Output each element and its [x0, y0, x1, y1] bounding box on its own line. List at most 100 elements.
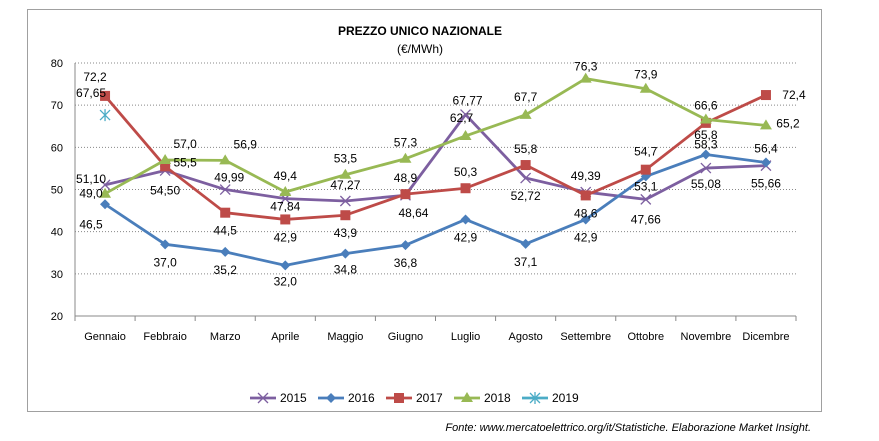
square-marker — [760, 90, 771, 101]
x-marker — [99, 179, 111, 191]
triangle-marker — [579, 72, 592, 83]
data-label: 54,50 — [150, 184, 180, 198]
chart-frame — [27, 9, 822, 412]
data-label: 32,0 — [274, 274, 298, 288]
data-label: 47,66 — [631, 212, 661, 226]
triangle-marker — [759, 119, 772, 130]
data-label: 34,8 — [334, 263, 358, 277]
square-marker — [580, 190, 591, 201]
data-label: 44,5 — [214, 224, 238, 238]
square-marker — [340, 210, 351, 221]
data-label: 56,4 — [754, 142, 778, 156]
square-marker — [400, 189, 411, 200]
square-marker — [100, 90, 111, 101]
diamond-marker — [160, 239, 171, 250]
legend-label: 2017 — [416, 391, 443, 405]
square-marker — [220, 207, 231, 218]
triangle-marker — [519, 108, 532, 119]
diamond-marker — [100, 199, 111, 210]
data-label: 53,5 — [334, 152, 358, 166]
x-tick-label: Aprile — [271, 331, 299, 343]
data-label: 55,5 — [173, 155, 197, 169]
triangle-marker — [459, 129, 472, 140]
legend-label: 2019 — [552, 391, 579, 405]
data-label: 53,1 — [634, 179, 658, 193]
diamond-marker — [400, 240, 411, 251]
data-label: 67,7 — [514, 90, 538, 104]
x-tick-label: Gennaio — [84, 331, 126, 343]
data-label: 58,3 — [694, 138, 718, 152]
data-label: 56,9 — [234, 137, 258, 151]
diamond-marker — [460, 214, 471, 225]
x-marker — [219, 184, 231, 196]
data-label: 73,9 — [634, 68, 658, 82]
x-tick-label: Novembre — [681, 331, 732, 343]
data-label: 47,84 — [270, 200, 300, 214]
triangle-marker — [159, 153, 172, 164]
data-label: 49,39 — [571, 169, 601, 183]
data-label: 52,72 — [511, 189, 541, 203]
data-label: 55,08 — [691, 177, 721, 191]
legend-label: 2015 — [280, 391, 307, 405]
triangle-marker — [461, 392, 473, 402]
data-label: 47,27 — [330, 178, 360, 192]
data-label: 42,9 — [274, 230, 298, 244]
x-marker — [339, 195, 351, 207]
x-marker — [257, 392, 269, 404]
x-tick-label: Maggio — [327, 331, 363, 343]
data-label: 42,9 — [454, 230, 478, 244]
data-label: 48,64 — [398, 206, 428, 220]
y-tick-label: 60 — [51, 142, 63, 154]
x-tick-label: Luglio — [451, 331, 480, 343]
data-label: 76,3 — [574, 60, 598, 74]
data-label: 65,2 — [776, 116, 800, 130]
diamond-marker — [760, 157, 771, 168]
series-line-2015 — [104, 113, 767, 203]
x-tick-label: Agosto — [509, 331, 543, 343]
series-line-2016 — [104, 153, 767, 267]
series-line-2017 — [103, 93, 767, 221]
data-label: 36,8 — [394, 256, 418, 270]
data-label: 48,9 — [394, 171, 418, 185]
y-tick-label: 80 — [51, 58, 63, 70]
chart-subtitle: (€/MWh) — [397, 42, 443, 56]
legend-label: 2018 — [484, 391, 511, 405]
square-marker — [160, 161, 171, 172]
data-label: 35,2 — [214, 263, 238, 277]
data-label: 43,9 — [334, 226, 358, 240]
data-label: 72,4 — [782, 88, 806, 102]
data-label: 57,3 — [394, 136, 418, 150]
data-label: 42,9 — [574, 230, 598, 244]
data-label: 62,7 — [450, 111, 474, 125]
legend-label: 2016 — [348, 391, 375, 405]
data-label: 55,66 — [751, 177, 781, 191]
x-marker — [520, 172, 532, 184]
x-tick-label: Ottobre — [627, 331, 664, 343]
data-label: 48,6 — [574, 206, 598, 220]
square-marker — [394, 393, 404, 403]
data-label: 49,4 — [274, 169, 298, 183]
data-label: 50,3 — [454, 165, 478, 179]
data-label: 65,8 — [694, 128, 718, 142]
x-marker — [640, 193, 652, 205]
x-tick-label: Giugno — [388, 331, 423, 343]
triangle-marker — [699, 113, 712, 124]
x-tick-label: Settembre — [560, 331, 611, 343]
data-label: 66,6 — [694, 99, 718, 113]
diamond-marker — [326, 393, 336, 403]
data-label: 49,0 — [79, 187, 103, 201]
y-tick-label: 50 — [51, 185, 63, 197]
data-label: 55,8 — [514, 142, 538, 156]
diamond-marker — [220, 246, 231, 257]
x-tick-label: Marzo — [210, 331, 241, 343]
diamond-marker — [280, 260, 291, 271]
triangle-marker — [219, 154, 232, 165]
x-tick-label: Dicembre — [742, 331, 789, 343]
asterisk-marker — [529, 392, 541, 404]
triangle-marker — [279, 186, 292, 197]
y-tick-label: 30 — [51, 269, 63, 281]
x-marker — [700, 162, 712, 174]
data-label: 51,10 — [76, 172, 106, 186]
data-label: 57,0 — [173, 137, 197, 151]
triangle-marker — [399, 152, 412, 163]
